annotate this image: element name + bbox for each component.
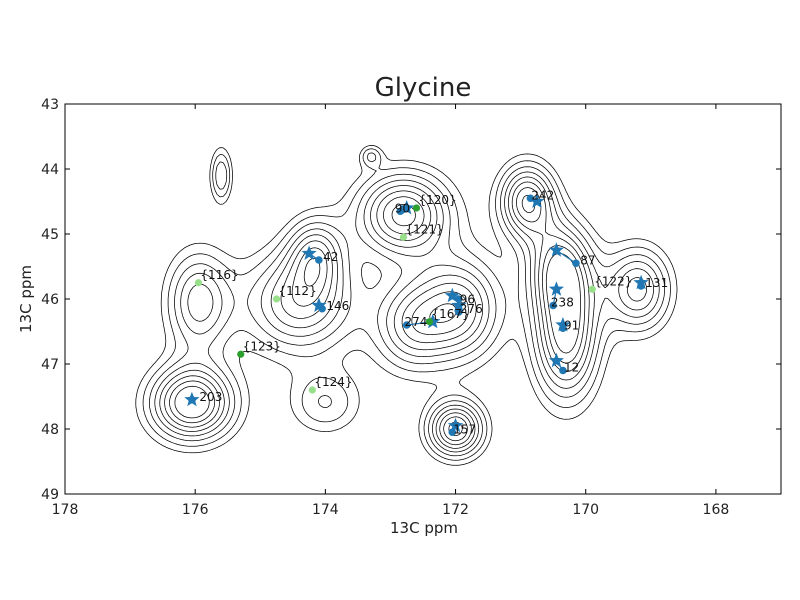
x-tick-label: 178: [52, 502, 79, 518]
peak-point-242: [526, 194, 535, 203]
contour-line: [135, 145, 678, 466]
unassigned-label: {121}: [405, 222, 443, 236]
y-tick-label: 43: [41, 97, 59, 113]
peak-label-91: 91: [564, 318, 579, 332]
assigned-star-242: [529, 193, 545, 208]
peak-point-274: [402, 321, 411, 329]
peak-point-87: [572, 259, 580, 268]
y-tick-label: 47: [41, 357, 59, 373]
x-tick-label: 176: [182, 502, 209, 518]
y-axis: 43 44 45 46 47 48 49: [41, 97, 781, 503]
peak-point-90: [396, 207, 405, 216]
assigned-star-238: [548, 281, 564, 296]
contour-line: [149, 152, 665, 457]
contour-map: [135, 145, 678, 466]
unassigned-point: [308, 386, 316, 394]
chart-title: Glycine: [375, 73, 472, 103]
assigned-star-12: [548, 352, 564, 368]
peak-label-203: 203: [199, 390, 222, 404]
peak-label-12: 12: [564, 361, 579, 375]
y-axis-label: 13C ppm: [17, 265, 35, 333]
unassigned-point: [588, 285, 596, 293]
y-tick-label: 44: [41, 162, 59, 178]
peak-label-274: 274: [404, 315, 427, 329]
peak-label-96: 96: [460, 292, 475, 306]
x-tick-label: 168: [703, 502, 730, 518]
assigned-star-131: [633, 274, 649, 290]
unassigned-point: [272, 295, 281, 303]
assigned-star-96: [444, 287, 460, 303]
contour-line: [174, 194, 581, 437]
assigned-star-276: [451, 297, 467, 312]
x-axis-label: 13C ppm: [390, 519, 458, 537]
y-tick-label: 46: [41, 292, 59, 308]
peak-point-203: [188, 395, 196, 404]
unassigned-point: [425, 318, 434, 326]
unassigned-point: [194, 279, 203, 287]
peak-point-157: [448, 428, 457, 437]
peak-point-238: [549, 301, 557, 310]
assigned-star-157: [447, 417, 464, 433]
unassigned-label: {122}: [594, 274, 632, 288]
peak-markers: [184, 193, 649, 437]
assigned-star-87: [548, 242, 564, 257]
contour-line: [169, 187, 586, 442]
y-tick-label: 45: [41, 227, 59, 243]
x-tick-label: 174: [312, 502, 339, 518]
unassigned-point: [399, 233, 408, 241]
peak-point-276: [455, 308, 463, 316]
peak-point-131: [637, 282, 645, 290]
peak-label-276: 276: [460, 302, 483, 316]
x-tick-label: 172: [442, 502, 469, 518]
assigned-star-91: [555, 317, 571, 332]
peak-point-146: [318, 304, 326, 313]
unassigned-label: {124}: [314, 375, 352, 389]
assigned-star-90: [399, 200, 415, 215]
y-tick-label: 49: [41, 487, 59, 503]
peak-point-42: [315, 256, 323, 264]
x-axis: 178 176 174 172 170 168: [52, 104, 730, 518]
unassigned-label: {120}: [418, 193, 456, 207]
unassigned-label: {116}: [200, 268, 238, 282]
peak-label-238: 238: [551, 296, 574, 310]
unassigned-label: {123}: [243, 339, 281, 353]
contour-line: [154, 171, 660, 453]
peak-label-242: 242: [531, 188, 554, 202]
peak-label-42: 42: [323, 250, 338, 264]
peak-label-90: 90: [395, 201, 410, 215]
plot-frame: [64, 103, 782, 495]
unassigned-point: [237, 350, 245, 358]
assigned-star-42: [301, 245, 317, 260]
peak-point-12: [559, 366, 567, 375]
contour-line: [159, 176, 654, 449]
x-tick-label: 170: [572, 502, 599, 518]
peak-label-87: 87: [580, 253, 595, 267]
unassigned-label: {167}: [432, 307, 470, 321]
y-tick-label: 48: [41, 422, 59, 438]
peak-point-91: [559, 324, 567, 333]
peak-label-146: 146: [326, 299, 349, 313]
unassigned-point: [412, 204, 421, 212]
peak-label-157: 157: [453, 422, 476, 436]
peak-label-131: 131: [645, 276, 668, 290]
assigned-star-146: [311, 297, 327, 312]
contour-line: [142, 148, 671, 461]
unassigned-label: {112}: [279, 284, 317, 298]
